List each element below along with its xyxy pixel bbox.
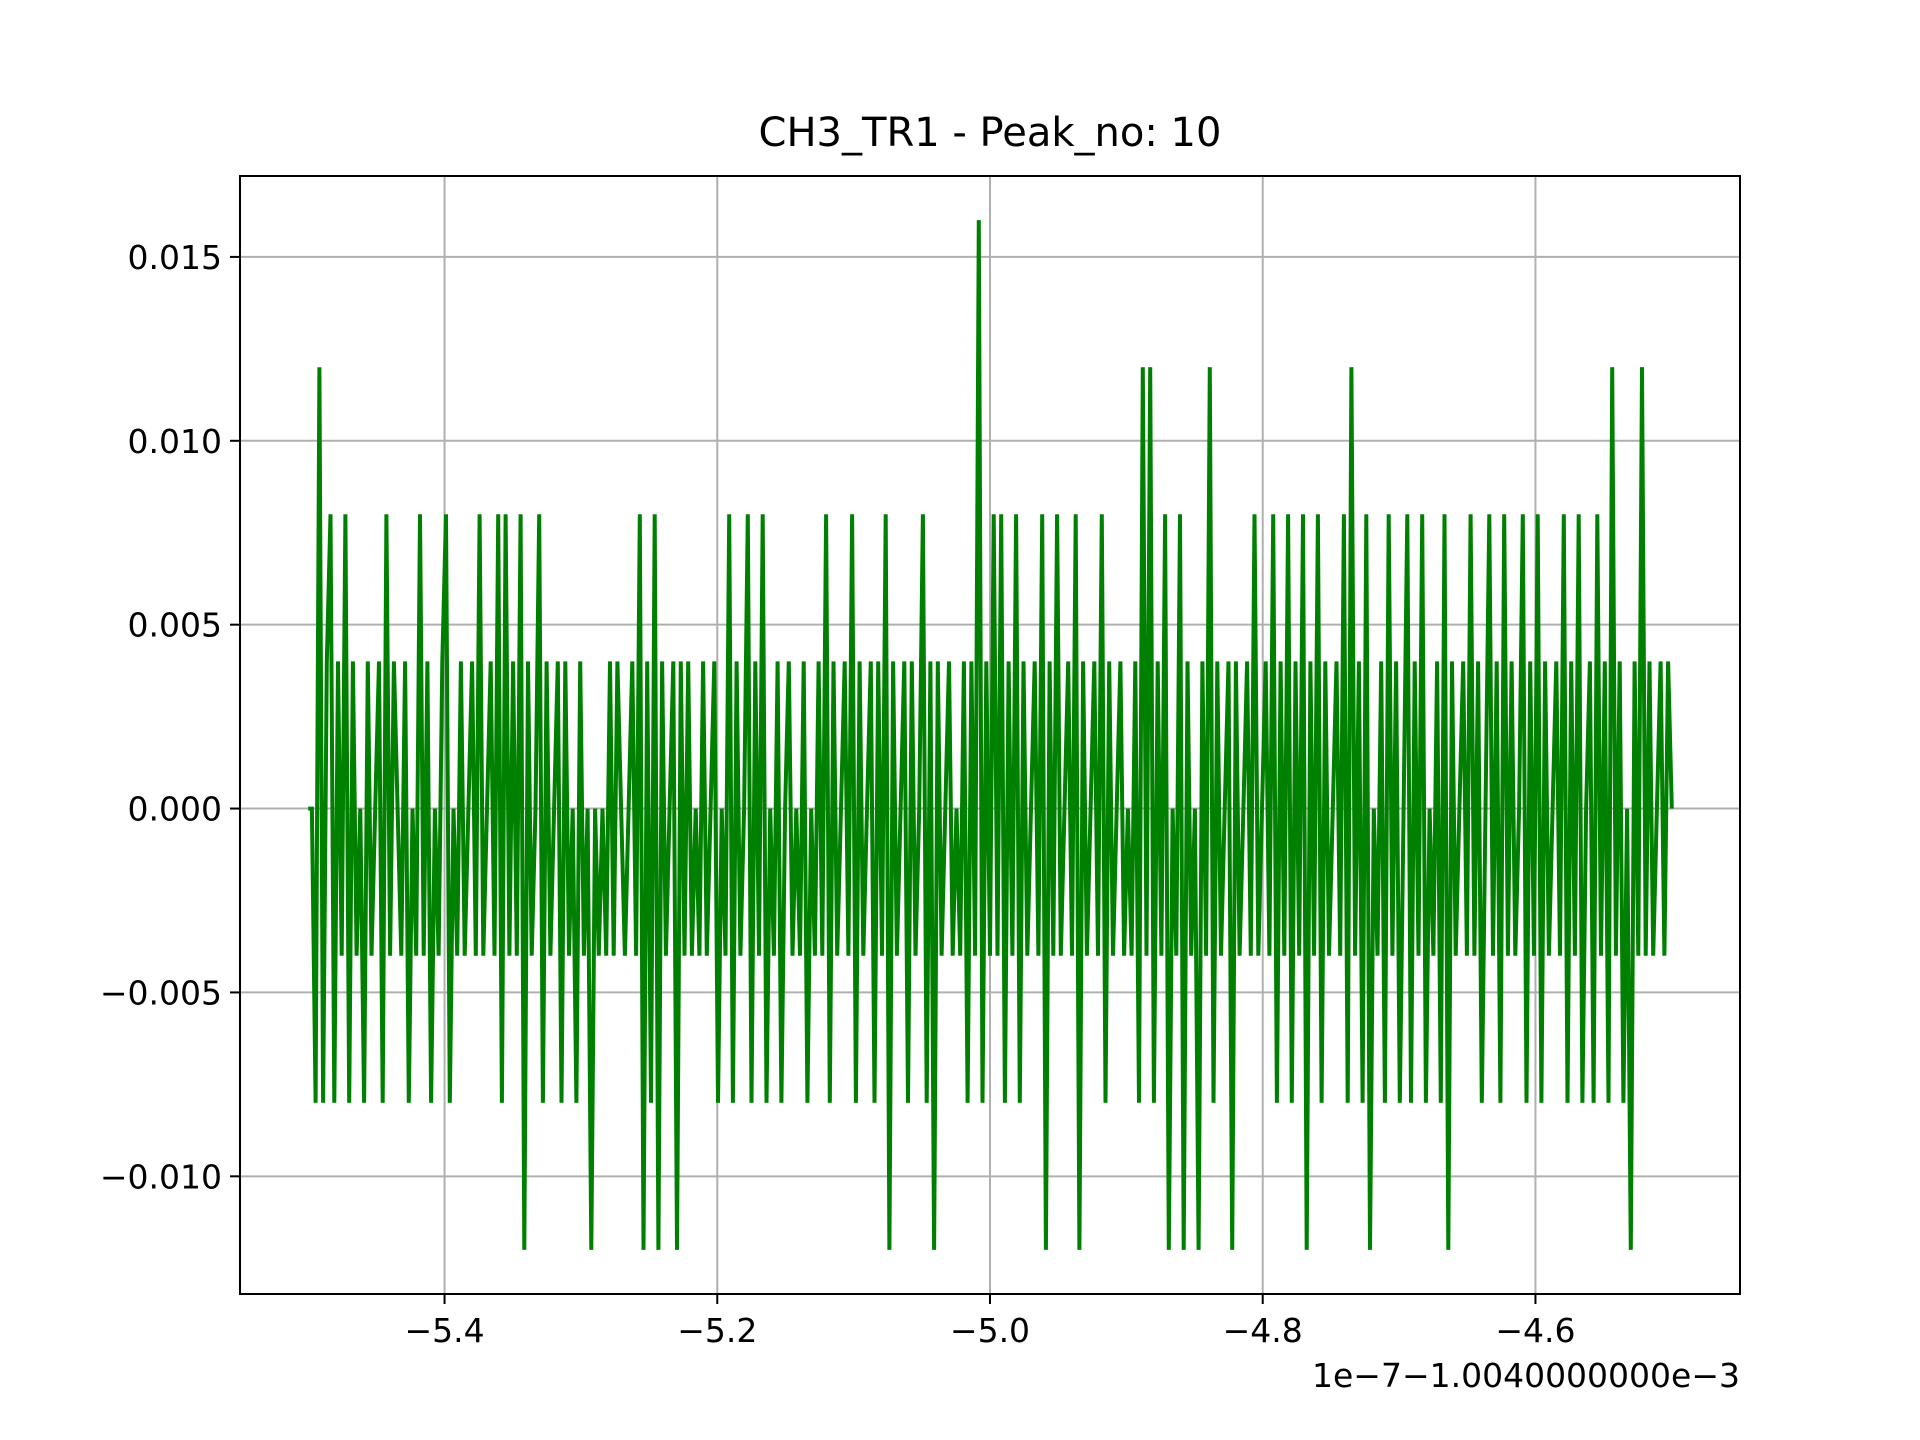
y-tick-label: 0.000 — [128, 790, 222, 829]
x-tick-label: −4.6 — [1495, 1311, 1575, 1350]
x-tick-label: −5.0 — [950, 1311, 1030, 1350]
chart-title: CH3_TR1 - Peak_no: 10 — [759, 110, 1222, 156]
y-tick-label: 0.010 — [128, 422, 222, 461]
y-tick-label: −0.010 — [100, 1157, 222, 1196]
y-tick-label: 0.005 — [128, 606, 222, 645]
y-tick-label: −0.005 — [100, 973, 222, 1012]
x-tick-label: −5.2 — [677, 1311, 757, 1350]
series-line — [308, 220, 1674, 1250]
y-tick-label: 0.015 — [128, 238, 222, 277]
x-axis-offset-label: 1e−7−1.0040000000e−3 — [1312, 1356, 1740, 1395]
series-layer — [308, 220, 1674, 1250]
ticks: −5.4 −5.2 −5.0 −4.8 −4.6 0.015 0.010 0.005 0.000… — [100, 238, 1576, 1350]
x-tick-label: −5.4 — [404, 1311, 484, 1350]
x-tick-label: −4.8 — [1223, 1311, 1303, 1350]
